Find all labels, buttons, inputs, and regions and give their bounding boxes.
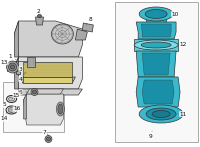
Polygon shape <box>15 21 19 57</box>
Polygon shape <box>146 18 166 22</box>
Text: 10: 10 <box>171 11 179 16</box>
Text: 15: 15 <box>12 92 20 99</box>
Polygon shape <box>15 21 82 57</box>
Polygon shape <box>15 57 19 89</box>
Polygon shape <box>136 51 176 77</box>
Polygon shape <box>142 80 174 104</box>
Ellipse shape <box>9 63 17 71</box>
Text: 2: 2 <box>37 9 40 17</box>
Polygon shape <box>27 57 35 67</box>
Polygon shape <box>136 22 176 39</box>
Text: 11: 11 <box>178 112 187 117</box>
Text: 6: 6 <box>19 90 29 95</box>
Ellipse shape <box>145 10 167 19</box>
Ellipse shape <box>56 102 64 116</box>
Polygon shape <box>75 29 87 40</box>
Ellipse shape <box>8 107 15 112</box>
Polygon shape <box>35 17 43 25</box>
Ellipse shape <box>11 65 15 69</box>
Ellipse shape <box>9 97 15 101</box>
Ellipse shape <box>7 61 19 73</box>
Polygon shape <box>24 94 63 125</box>
Polygon shape <box>7 63 10 71</box>
Ellipse shape <box>37 15 41 17</box>
Text: 16: 16 <box>12 106 20 112</box>
Polygon shape <box>27 89 63 94</box>
Ellipse shape <box>146 108 176 120</box>
Text: 4: 4 <box>19 72 26 81</box>
Ellipse shape <box>139 7 173 21</box>
Ellipse shape <box>45 136 52 142</box>
Ellipse shape <box>46 137 50 141</box>
Polygon shape <box>24 94 27 119</box>
Polygon shape <box>23 77 72 83</box>
Text: 3: 3 <box>19 64 25 71</box>
Polygon shape <box>16 71 20 74</box>
Text: 14: 14 <box>1 112 8 122</box>
Ellipse shape <box>32 90 36 94</box>
Text: 8: 8 <box>86 16 92 25</box>
Ellipse shape <box>139 105 183 123</box>
Polygon shape <box>23 77 75 83</box>
Polygon shape <box>142 53 170 75</box>
Text: 12: 12 <box>178 41 187 46</box>
Ellipse shape <box>58 104 63 114</box>
Polygon shape <box>82 23 93 32</box>
Polygon shape <box>19 89 82 95</box>
Ellipse shape <box>51 24 73 44</box>
Ellipse shape <box>31 88 38 96</box>
Ellipse shape <box>134 40 178 50</box>
Text: 5: 5 <box>3 99 7 107</box>
Polygon shape <box>23 62 72 77</box>
Text: 7: 7 <box>43 130 48 135</box>
Polygon shape <box>15 57 82 89</box>
Bar <box>3 82 64 132</box>
Ellipse shape <box>152 111 170 117</box>
Ellipse shape <box>141 42 171 48</box>
Text: 13: 13 <box>1 60 9 67</box>
Bar <box>115 2 198 142</box>
Polygon shape <box>134 39 178 51</box>
Polygon shape <box>141 24 171 37</box>
Text: 9: 9 <box>148 131 152 140</box>
Polygon shape <box>136 77 180 107</box>
Text: 1: 1 <box>9 54 17 60</box>
